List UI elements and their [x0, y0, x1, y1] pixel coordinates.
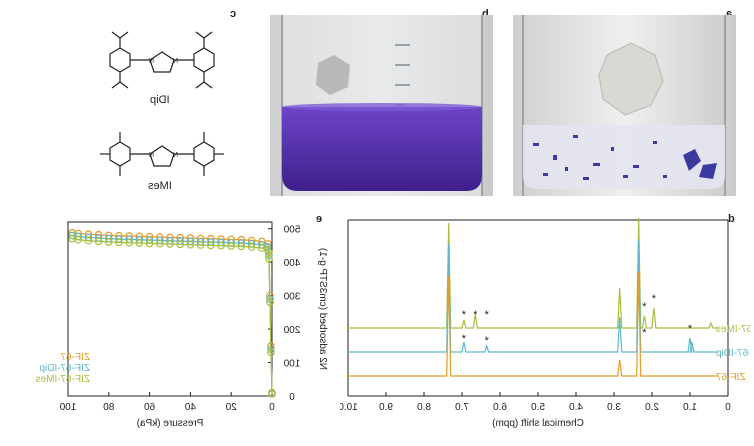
nmr-xtick-label: 9.0	[379, 402, 393, 413]
isotherm-ytick-label: 200	[283, 325, 300, 336]
nmr-star-marker: *	[687, 323, 692, 335]
isotherm-legend-entry: ZIF-67-IMes	[36, 374, 90, 385]
isotherm-point	[186, 240, 195, 249]
isotherm-point	[267, 348, 275, 357]
isotherm-xtick-label: 0	[269, 402, 275, 413]
nmr-star-marker: *	[651, 293, 656, 305]
isotherm-point	[166, 240, 174, 248]
label-imes: IMes	[148, 180, 172, 192]
isotherm-xtick-label: 100	[59, 402, 76, 413]
isotherm-frame	[67, 221, 273, 397]
nmr-series-label: ZIF-67	[716, 372, 746, 383]
isotherm-legend-entry: ZIF-67-IDip	[39, 363, 90, 374]
isotherm-xtick-label: 80	[103, 402, 115, 413]
isotherm-point	[156, 239, 164, 248]
svg-text:N: N	[173, 58, 178, 65]
nmr-xtick-label: 4.0	[569, 402, 583, 413]
isotherm-point	[217, 241, 225, 250]
svg-text:N: N	[149, 152, 154, 159]
isotherm-chart: 0 20 40 60 80 100 Pressure (kPa) 0 100 200 300 400 5…	[36, 221, 328, 429]
nmr-spectrum	[348, 239, 718, 353]
nmr-xtick-label: 10.0	[340, 402, 358, 413]
nmr-xtick-label: 3.0	[607, 402, 621, 413]
isotherm-legend-entry: ZIF-67	[60, 352, 90, 363]
isotherm-ytick-label: 500	[283, 225, 300, 236]
isotherm-point	[68, 234, 76, 243]
photo-b-bottle-solution	[270, 15, 493, 196]
nmr-star-marker: *	[642, 301, 647, 313]
nmr-star-marker: *	[484, 309, 489, 321]
nmr-star-marker: *	[461, 333, 466, 345]
svg-text:N: N	[173, 152, 178, 159]
structure-imes: N N	[96, 118, 246, 188]
isotherm-xtick-label: 40	[184, 402, 196, 413]
isotherm-point	[268, 390, 276, 398]
isotherm-point	[207, 241, 215, 250]
isotherm-point	[84, 236, 93, 245]
nmr-xtick-label: 6.0	[493, 402, 507, 413]
isotherm-point	[176, 240, 185, 249]
isotherm-point	[237, 242, 246, 251]
isotherm-point	[125, 238, 134, 247]
nmr-star-marker: *	[461, 309, 466, 321]
isotherm-ytick-label: 0	[289, 392, 295, 403]
isotherm-point	[68, 231, 76, 240]
isotherm-ytick-label: 100	[283, 359, 300, 370]
isotherm-line	[72, 232, 273, 393]
isotherm-point	[265, 255, 273, 263]
structure-idip: N N	[96, 18, 246, 98]
isotherm-point	[135, 239, 144, 247]
isotherm-point	[115, 238, 123, 247]
nmr-xlabel: Chemical shift (ppm)	[492, 418, 584, 429]
isotherm-point	[105, 238, 113, 246]
nmr-series-label: ZIF-67-IDip	[716, 348, 750, 359]
nmr-spectrum	[348, 271, 718, 377]
isotherm-point	[247, 243, 256, 251]
isotherm-line	[71, 238, 273, 395]
nmr-xtick-label: 7.0	[455, 402, 469, 413]
isotherm-ylabel: N2 adsorbed (cm3STP g-1)	[317, 248, 328, 370]
isotherm-xtick-label: 60	[144, 402, 156, 413]
isotherm-point	[94, 237, 103, 246]
nmr-xtick-label: 0	[725, 402, 731, 413]
isotherm-point	[266, 298, 274, 307]
isotherm-xtick-label: 20	[225, 402, 237, 413]
isotherm-ytick-label: 300	[283, 292, 300, 303]
nmr-xtick-label: 8.0	[417, 402, 431, 413]
nmr-star-marker: *	[642, 327, 647, 339]
isotherm-point	[196, 241, 205, 249]
nmr-series-label: ZIF-67-IMes	[716, 324, 750, 335]
isotherm-line	[71, 234, 273, 394]
svg-text:N: N	[149, 58, 154, 65]
isotherm-point	[227, 242, 236, 250]
nmr-star-marker: *	[472, 309, 477, 321]
photo-a-bottle-crystals	[513, 15, 736, 196]
isotherm-point	[257, 244, 266, 252]
nmr-spectrum	[348, 217, 718, 329]
nmr-xtick-label: 5.0	[531, 402, 545, 413]
isotherm-ytick-label: 400	[283, 258, 300, 269]
isotherm-xlabel: Pressure (kPa)	[137, 418, 204, 429]
nmr-xtick-label: 2.0	[645, 402, 659, 413]
isotherm-point	[145, 239, 154, 248]
nmr-xtick-label: 1.0	[683, 402, 697, 413]
nmr-star-marker: *	[484, 335, 489, 347]
label-idip: IDip	[150, 94, 170, 106]
nmr-chart: 10.0 9.0 8.0 7.0 6.0 5.0 4.0 3.0 2.0 1.0 0 Chemical…	[340, 217, 750, 429]
